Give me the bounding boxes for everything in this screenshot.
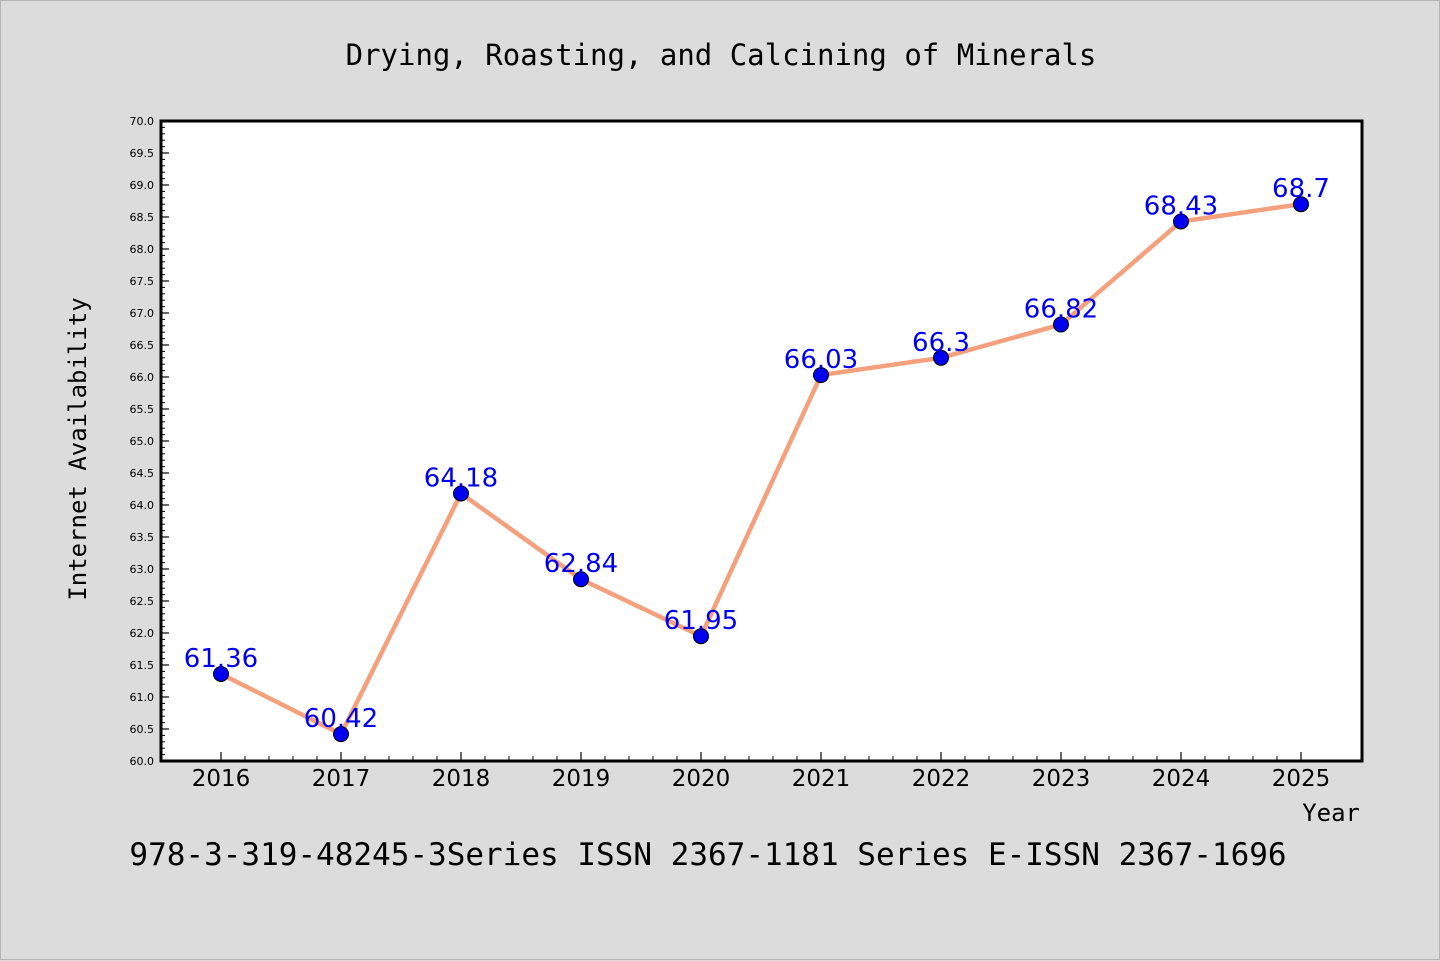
data-point: [1293, 196, 1309, 213]
y-tick-label: 61.0: [130, 691, 155, 704]
chart-title: Drying, Roasting, and Calcining of Miner…: [346, 38, 1097, 72]
y-tick-label: 62.0: [130, 627, 155, 640]
y-tick-label: 68.5: [130, 211, 155, 224]
y-tick-label: 67.5: [130, 275, 155, 288]
x-tick-label: 2023: [1032, 766, 1091, 792]
data-label: 68.43: [1144, 191, 1218, 221]
y-tick-label: 63.5: [130, 531, 155, 544]
data-label: 66.82: [1024, 295, 1098, 325]
x-tick-label: 2025: [1272, 766, 1331, 792]
data-label: 68.7: [1272, 174, 1330, 204]
y-tick-label: 68.0: [130, 243, 155, 256]
data-point: [573, 571, 589, 588]
y-tick-label: 69.0: [130, 179, 155, 192]
data-point: [813, 367, 829, 384]
y-tick-label: 65.0: [130, 435, 155, 448]
data-labels: 61.36 60.42 64.18 62.84 61.95 66.03 66.3 66.82 6…: [184, 174, 1330, 734]
footer-text: 978-3-319-48245-3Series ISSN 2367-1181 S…: [129, 837, 1286, 873]
data-label: 62.84: [544, 549, 618, 579]
x-tick-label: 2024: [1152, 766, 1211, 792]
x-tick-label: 2017: [312, 766, 371, 792]
y-axis: 60.0 60.5 61.0 61.5 62.0 62.5 63.0 63.5 64.0 64.5…: [130, 115, 169, 768]
data-point: [693, 628, 709, 645]
series-layer: [213, 196, 1309, 743]
data-label: 60.42: [304, 704, 378, 734]
data-label: 61.36: [184, 644, 258, 674]
y-tick-label: 67.0: [130, 307, 155, 320]
data-point: [1173, 213, 1189, 230]
x-axis: 2016 2017 2018 2019 2020 2021 2022 2023 2024 2025: [192, 752, 1331, 792]
y-axis-label: Internet Availability: [64, 297, 92, 600]
y-tick-label: 62.5: [130, 595, 155, 608]
x-tick-label: 2022: [912, 766, 971, 792]
plot-area: [159, 119, 1364, 763]
data-label: 64.18: [424, 463, 498, 493]
data-point: [333, 726, 349, 743]
data-label: 66.3: [912, 328, 970, 358]
data-label: 66.03: [784, 345, 858, 375]
y-tick-label: 61.5: [130, 659, 155, 672]
y-tick-label: 69.5: [130, 147, 155, 160]
data-point: [453, 485, 469, 502]
data-point: [1053, 316, 1069, 333]
y-tick-label: 64.0: [130, 499, 155, 512]
y-tick-label: 60.0: [130, 755, 155, 768]
y-tick-label: 64.5: [130, 467, 155, 480]
x-tick-label: 2019: [552, 766, 611, 792]
data-label: 61.95: [664, 606, 738, 636]
y-tick-label: 63.0: [130, 563, 155, 576]
x-tick-label: 2018: [432, 766, 491, 792]
data-point: [213, 665, 229, 682]
x-axis-label: Year: [1302, 799, 1360, 827]
x-tick-label: 2020: [672, 766, 731, 792]
y-tick-label: 66.0: [130, 371, 155, 384]
x-tick-label: 2021: [792, 766, 851, 792]
y-tick-label: 65.5: [130, 403, 155, 416]
y-tick-label: 66.5: [130, 339, 155, 352]
y-tick-label: 60.5: [130, 723, 155, 736]
y-tick-label: 70.0: [130, 115, 155, 128]
x-tick-label: 2016: [192, 766, 251, 792]
data-point: [933, 349, 949, 366]
series-line: [219, 201, 1302, 737]
